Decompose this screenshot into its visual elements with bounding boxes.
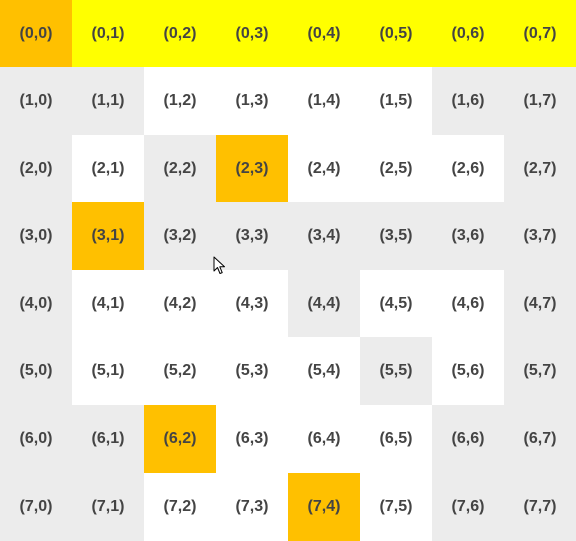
grid-cell-1-1[interactable]: (1,1) [72, 67, 144, 135]
grid-cell-3-3[interactable]: (3,3) [216, 202, 288, 270]
grid-cell-5-7[interactable]: (5,7) [504, 337, 576, 405]
grid-cell-3-7[interactable]: (3,7) [504, 202, 576, 270]
grid-cell-3-6[interactable]: (3,6) [432, 202, 504, 270]
grid-cell-4-7[interactable]: (4,7) [504, 270, 576, 337]
grid-cell-2-7[interactable]: (2,7) [504, 135, 576, 202]
grid-cell-4-5[interactable]: (4,5) [360, 270, 432, 337]
grid-cell-4-1[interactable]: (4,1) [72, 270, 144, 337]
grid-cell-1-4[interactable]: (1,4) [288, 67, 360, 135]
grid-cell-0-6[interactable]: (0,6) [432, 0, 504, 67]
grid-cell-6-0[interactable]: (6,0) [0, 405, 72, 473]
grid-cell-4-3[interactable]: (4,3) [216, 270, 288, 337]
grid-cell-5-3[interactable]: (5,3) [216, 337, 288, 405]
grid-cell-2-0[interactable]: (2,0) [0, 135, 72, 202]
grid-cell-7-2[interactable]: (7,2) [144, 473, 216, 541]
grid-cell-3-0[interactable]: (3,0) [0, 202, 72, 270]
grid-cell-1-6[interactable]: (1,6) [432, 67, 504, 135]
grid-cell-1-5[interactable]: (1,5) [360, 67, 432, 135]
grid-cell-6-1[interactable]: (6,1) [72, 405, 144, 473]
grid-cell-1-0[interactable]: (1,0) [0, 67, 72, 135]
grid-cell-7-5[interactable]: (7,5) [360, 473, 432, 541]
grid-cell-5-1[interactable]: (5,1) [72, 337, 144, 405]
grid-cell-0-7[interactable]: (0,7) [504, 0, 576, 67]
grid-cell-4-6[interactable]: (4,6) [432, 270, 504, 337]
grid-cell-2-4[interactable]: (2,4) [288, 135, 360, 202]
grid-cell-7-3[interactable]: (7,3) [216, 473, 288, 541]
grid-cell-3-4[interactable]: (3,4) [288, 202, 360, 270]
grid-cell-6-7[interactable]: (6,7) [504, 405, 576, 473]
grid-cell-1-3[interactable]: (1,3) [216, 67, 288, 135]
grid-cell-0-0[interactable]: (0,0) [0, 0, 72, 67]
grid-cell-7-7[interactable]: (7,7) [504, 473, 576, 541]
grid-cell-2-6[interactable]: (2,6) [432, 135, 504, 202]
grid-cell-4-0[interactable]: (4,0) [0, 270, 72, 337]
grid-cell-6-2[interactable]: (6,2) [144, 405, 216, 473]
grid-cell-5-2[interactable]: (5,2) [144, 337, 216, 405]
grid-cell-2-2[interactable]: (2,2) [144, 135, 216, 202]
grid-cell-5-5[interactable]: (5,5) [360, 337, 432, 405]
grid-cell-0-1[interactable]: (0,1) [72, 0, 144, 67]
grid-cell-7-0[interactable]: (7,0) [0, 473, 72, 541]
grid-cell-6-4[interactable]: (6,4) [288, 405, 360, 473]
grid-cell-3-1[interactable]: (3,1) [72, 202, 144, 270]
grid-cell-7-6[interactable]: (7,6) [432, 473, 504, 541]
grid-cell-7-1[interactable]: (7,1) [72, 473, 144, 541]
grid-cell-0-3[interactable]: (0,3) [216, 0, 288, 67]
grid-cell-0-2[interactable]: (0,2) [144, 0, 216, 67]
grid-cell-2-3[interactable]: (2,3) [216, 135, 288, 202]
grid-cell-5-0[interactable]: (5,0) [0, 337, 72, 405]
grid-cell-3-5[interactable]: (3,5) [360, 202, 432, 270]
grid-cell-2-5[interactable]: (2,5) [360, 135, 432, 202]
grid-cell-1-2[interactable]: (1,2) [144, 67, 216, 135]
grid-cell-1-7[interactable]: (1,7) [504, 67, 576, 135]
grid-cell-6-6[interactable]: (6,6) [432, 405, 504, 473]
grid-cell-6-3[interactable]: (6,3) [216, 405, 288, 473]
grid-cell-5-6[interactable]: (5,6) [432, 337, 504, 405]
grid-cell-2-1[interactable]: (2,1) [72, 135, 144, 202]
grid-cell-4-4[interactable]: (4,4) [288, 270, 360, 337]
grid-cell-0-5[interactable]: (0,5) [360, 0, 432, 67]
grid-cell-6-5[interactable]: (6,5) [360, 405, 432, 473]
grid-cell-0-4[interactable]: (0,4) [288, 0, 360, 67]
grid-cell-3-2[interactable]: (3,2) [144, 202, 216, 270]
grid-cell-7-4[interactable]: (7,4) [288, 473, 360, 541]
grid-cell-4-2[interactable]: (4,2) [144, 270, 216, 337]
grid-cell-5-4[interactable]: (5,4) [288, 337, 360, 405]
